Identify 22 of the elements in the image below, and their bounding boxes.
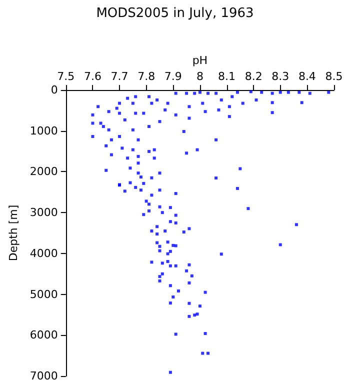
y-tick-label: 3000: [30, 206, 58, 220]
x-tick-label: 8.4: [298, 70, 316, 83]
x-tick-label: 7.9: [164, 70, 182, 83]
chart-title: MODS2005 in July, 1963: [96, 6, 254, 21]
y-tick-label: 5000: [30, 288, 58, 301]
x-tick-label: 8.3: [272, 70, 290, 83]
y-tick-label: 2000: [30, 165, 58, 178]
x-axis-title: pH: [192, 54, 208, 68]
y-tick-label: 4000: [30, 246, 58, 260]
x-tick-label: 8: [196, 70, 204, 83]
y-axis-title: Depth [m]: [7, 204, 20, 262]
y-tick-label: 6000: [30, 328, 58, 342]
y-tick-label: 1000: [30, 124, 58, 138]
y-tick-label: 7000: [30, 370, 58, 382]
x-tick-label: 8.2: [244, 70, 262, 83]
x-tick-label: 8.1: [218, 70, 236, 83]
x-tick-label: 8.5: [325, 70, 343, 83]
y-tick-label: 0: [50, 84, 58, 96]
x-tick-label: 7.6: [84, 70, 102, 83]
x-tick-label: 7.5: [57, 70, 75, 83]
x-tick-label: 7.8: [138, 70, 156, 83]
x-tick-label: 7.7: [110, 70, 128, 83]
